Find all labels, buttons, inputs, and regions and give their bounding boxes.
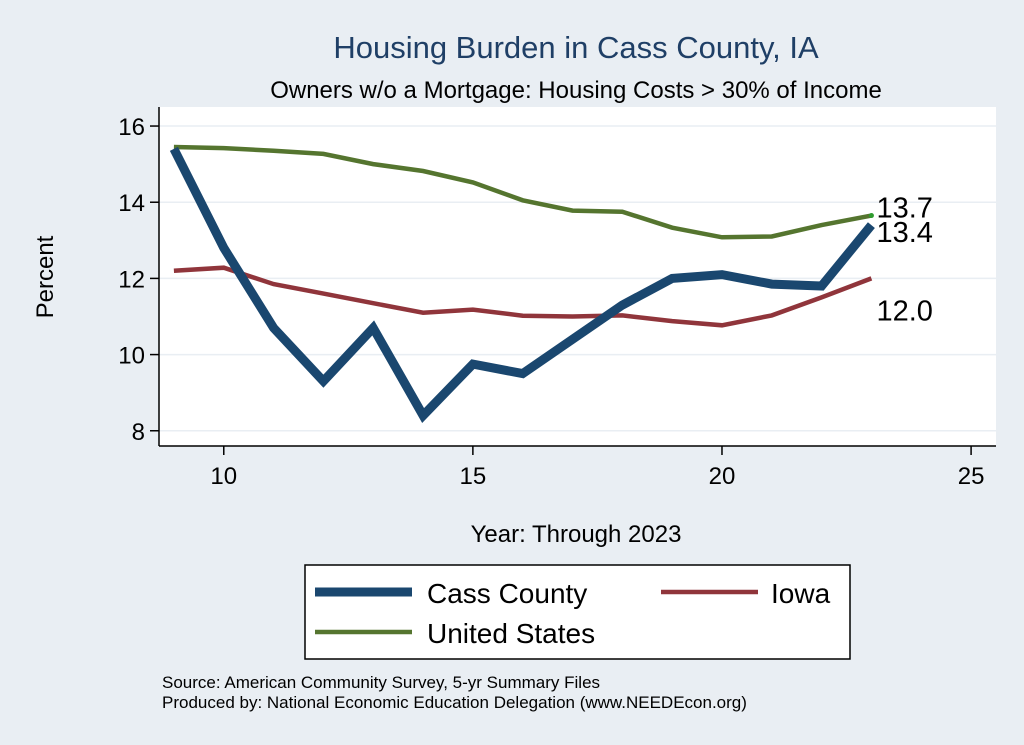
y-tick-label: 10 (118, 343, 145, 370)
legend-box (304, 564, 851, 660)
plot-area (159, 107, 996, 446)
label-layer: 13.4 12.0 13.7 (876, 193, 932, 328)
legend-label-iowa: Iowa (771, 578, 831, 609)
axes-layer: 8 10 12 14 16 10 15 20 25 (118, 107, 996, 490)
chart-title: Housing Burden in Cass County, IA (333, 30, 819, 65)
y-tick-label: 8 (132, 419, 145, 446)
series-layer (169, 144, 875, 423)
y-tick-label: 16 (118, 114, 145, 141)
chart-subtitle: Owners w/o a Mortgage: Housing Costs > 3… (270, 77, 882, 104)
legend-label-united-states: United States (427, 618, 595, 649)
x-tick-label: 20 (709, 463, 736, 490)
series-line-iowa (173, 265, 873, 328)
end-label-iowa: 12.0 (876, 295, 932, 327)
x-tick-label: 10 (210, 463, 237, 490)
series-endpoint-united-states (868, 213, 874, 219)
source-note: Source: American Community Survey, 5-yr … (162, 673, 600, 692)
x-axis-label: Year: Through 2023 (471, 521, 682, 548)
y-tick-label: 12 (118, 266, 145, 293)
series-line-united-states (173, 144, 872, 240)
y-tick-label: 14 (118, 190, 145, 217)
x-tick-label: 15 (460, 463, 487, 490)
legend-label-cass-county: Cass County (427, 578, 587, 609)
end-label-united-states: 13.7 (876, 193, 932, 225)
end-label-cass-county: 13.4 (876, 217, 932, 249)
y-axis-label: Percent (32, 235, 59, 318)
series-line-cass-county (169, 146, 875, 423)
legend: Cass County Iowa United States (304, 564, 851, 660)
x-tick-label: 25 (958, 463, 985, 490)
producer-note: Produced by: National Economic Education… (162, 693, 747, 712)
